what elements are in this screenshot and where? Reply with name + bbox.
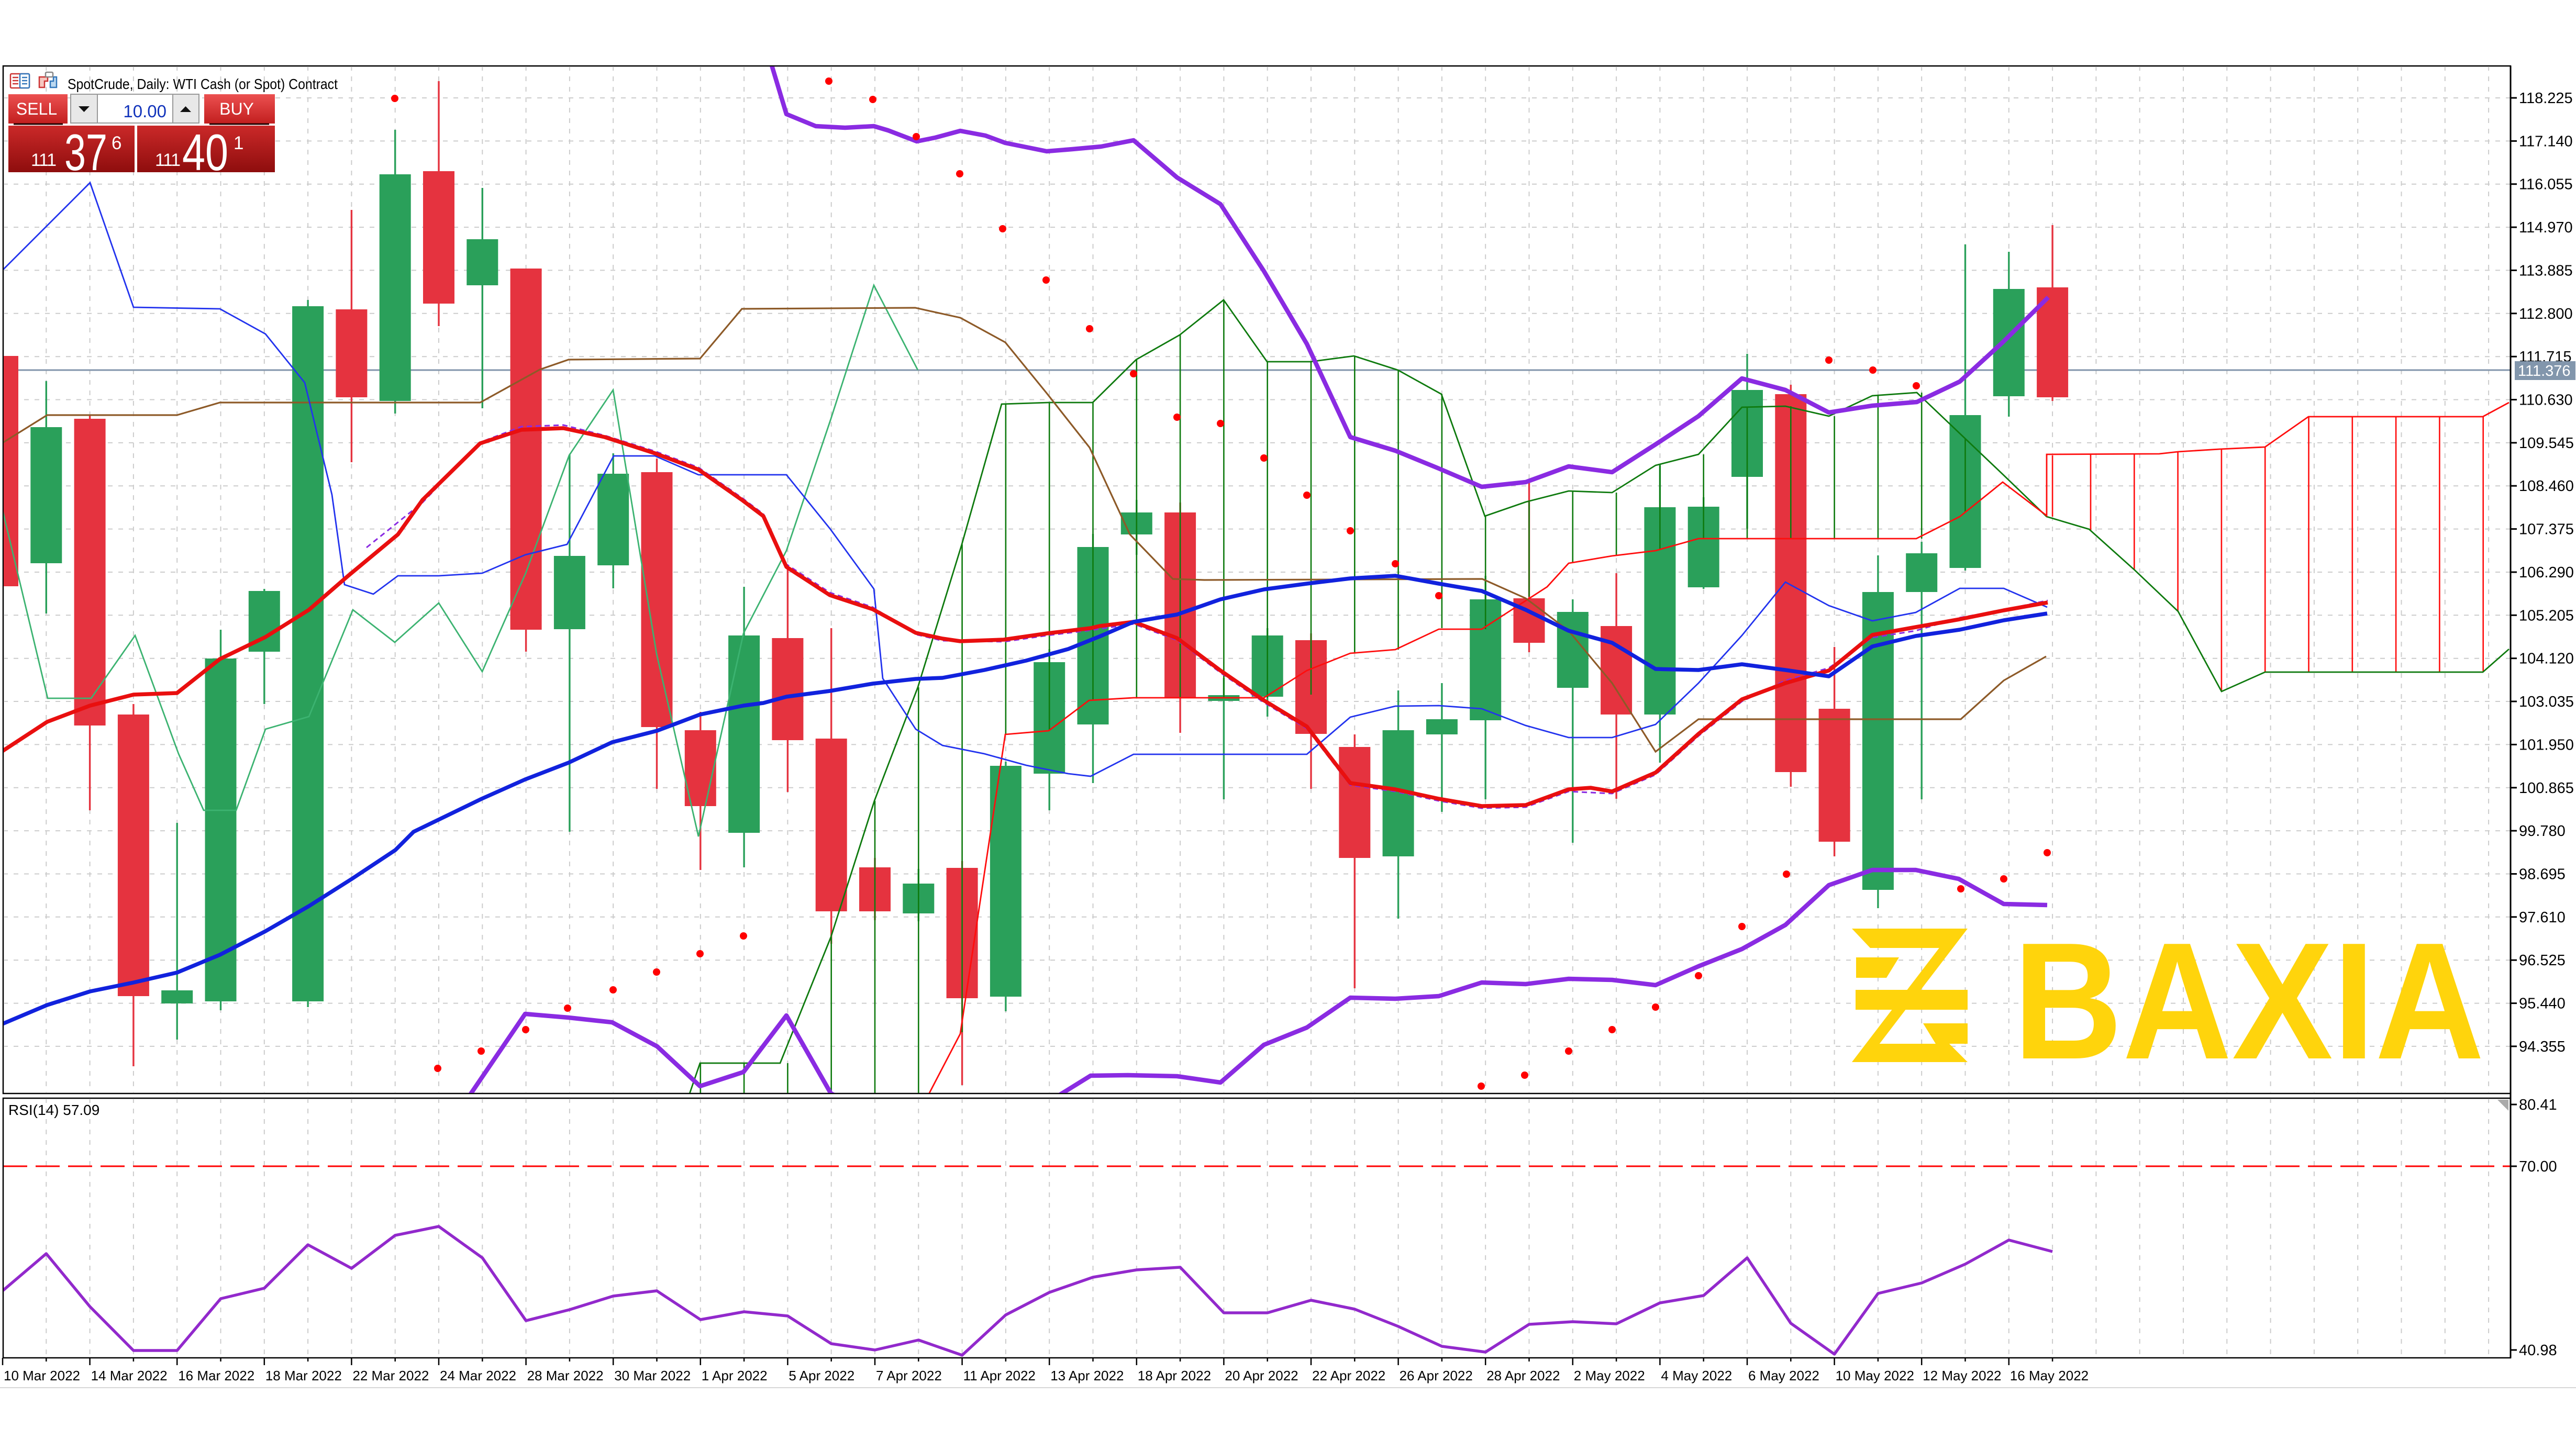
svg-text:RSI(14) 57.09: RSI(14) 57.09 (8, 1102, 99, 1118)
svg-text:111.376: 111.376 (2518, 363, 2571, 380)
svg-text:104.120: 104.120 (2519, 651, 2574, 667)
svg-text:118.225: 118.225 (2519, 90, 2573, 107)
svg-text:11 Apr 2022: 11 Apr 2022 (963, 1368, 1036, 1383)
svg-text:16 Mar 2022: 16 Mar 2022 (178, 1368, 254, 1383)
svg-text:16 May 2022: 16 May 2022 (2010, 1368, 2089, 1383)
svg-text:18 Mar 2022: 18 Mar 2022 (265, 1368, 342, 1383)
svg-text:97.610: 97.610 (2519, 909, 2566, 926)
svg-text:30 Mar 2022: 30 Mar 2022 (614, 1368, 691, 1383)
svg-text:98.695: 98.695 (2519, 866, 2566, 883)
svg-text:20 Apr 2022: 20 Apr 2022 (1225, 1368, 1298, 1383)
svg-text:117.140: 117.140 (2519, 133, 2573, 150)
svg-text:14 Mar 2022: 14 Mar 2022 (91, 1368, 168, 1383)
svg-text:1 Apr 2022: 1 Apr 2022 (702, 1368, 768, 1383)
svg-text:4 May 2022: 4 May 2022 (1661, 1368, 1732, 1383)
svg-text:111: 111 (31, 150, 57, 170)
svg-text:SELL: SELL (16, 99, 57, 118)
svg-text:114.970: 114.970 (2519, 219, 2573, 236)
svg-text:40: 40 (182, 124, 228, 181)
svg-text:103.035: 103.035 (2519, 694, 2574, 710)
svg-text:105.205: 105.205 (2519, 607, 2574, 624)
svg-text:116.055: 116.055 (2519, 176, 2573, 193)
svg-text:18 Apr 2022: 18 Apr 2022 (1138, 1368, 1211, 1383)
svg-text:24 Mar 2022: 24 Mar 2022 (440, 1368, 516, 1383)
svg-text:BAXIA: BAXIA (2013, 908, 2484, 1094)
svg-text:28 Mar 2022: 28 Mar 2022 (527, 1368, 604, 1383)
svg-text:10 Mar 2022: 10 Mar 2022 (4, 1368, 80, 1383)
svg-text:109.545: 109.545 (2519, 435, 2574, 452)
svg-text:7 Apr 2022: 7 Apr 2022 (876, 1368, 942, 1383)
svg-text:2 May 2022: 2 May 2022 (1574, 1368, 1645, 1383)
svg-text:100.865: 100.865 (2519, 780, 2574, 797)
svg-text:99.780: 99.780 (2519, 823, 2566, 840)
svg-text:112.800: 112.800 (2519, 306, 2573, 322)
svg-text:70.00: 70.00 (2519, 1158, 2557, 1175)
svg-text:10 May 2022: 10 May 2022 (1836, 1368, 1914, 1383)
svg-text:1: 1 (234, 133, 243, 153)
svg-text:37: 37 (64, 124, 107, 181)
svg-text:22 Apr 2022: 22 Apr 2022 (1312, 1368, 1385, 1383)
svg-text:BUY: BUY (219, 99, 254, 118)
svg-text:96.525: 96.525 (2519, 952, 2566, 969)
svg-text:5 Apr 2022: 5 Apr 2022 (789, 1368, 854, 1383)
svg-text:40.98: 40.98 (2519, 1342, 2557, 1359)
svg-text:28 Apr 2022: 28 Apr 2022 (1486, 1368, 1560, 1383)
svg-text:111: 111 (155, 150, 181, 170)
svg-text:10.00: 10.00 (123, 102, 166, 121)
svg-text:80.41: 80.41 (2519, 1097, 2557, 1113)
svg-text:106.290: 106.290 (2519, 564, 2574, 581)
svg-text:12 May 2022: 12 May 2022 (1923, 1368, 2001, 1383)
svg-text:101.950: 101.950 (2519, 736, 2574, 753)
svg-text:SpotCrude, Daily: WTI Cash (o: SpotCrude, Daily: WTI Cash (or Spot) Con… (68, 76, 338, 92)
svg-text:113.885: 113.885 (2519, 262, 2573, 279)
svg-text:95.440: 95.440 (2519, 996, 2566, 1012)
svg-text:107.375: 107.375 (2519, 521, 2574, 538)
svg-text:6 May 2022: 6 May 2022 (1748, 1368, 1819, 1383)
svg-text:110.630: 110.630 (2519, 392, 2573, 409)
svg-text:22 Mar 2022: 22 Mar 2022 (352, 1368, 429, 1383)
svg-text:26 Apr 2022: 26 Apr 2022 (1400, 1368, 1473, 1383)
svg-text:108.460: 108.460 (2519, 478, 2574, 495)
svg-text:13 Apr 2022: 13 Apr 2022 (1050, 1368, 1124, 1383)
svg-text:6: 6 (112, 133, 121, 153)
svg-text:94.355: 94.355 (2519, 1039, 2566, 1055)
